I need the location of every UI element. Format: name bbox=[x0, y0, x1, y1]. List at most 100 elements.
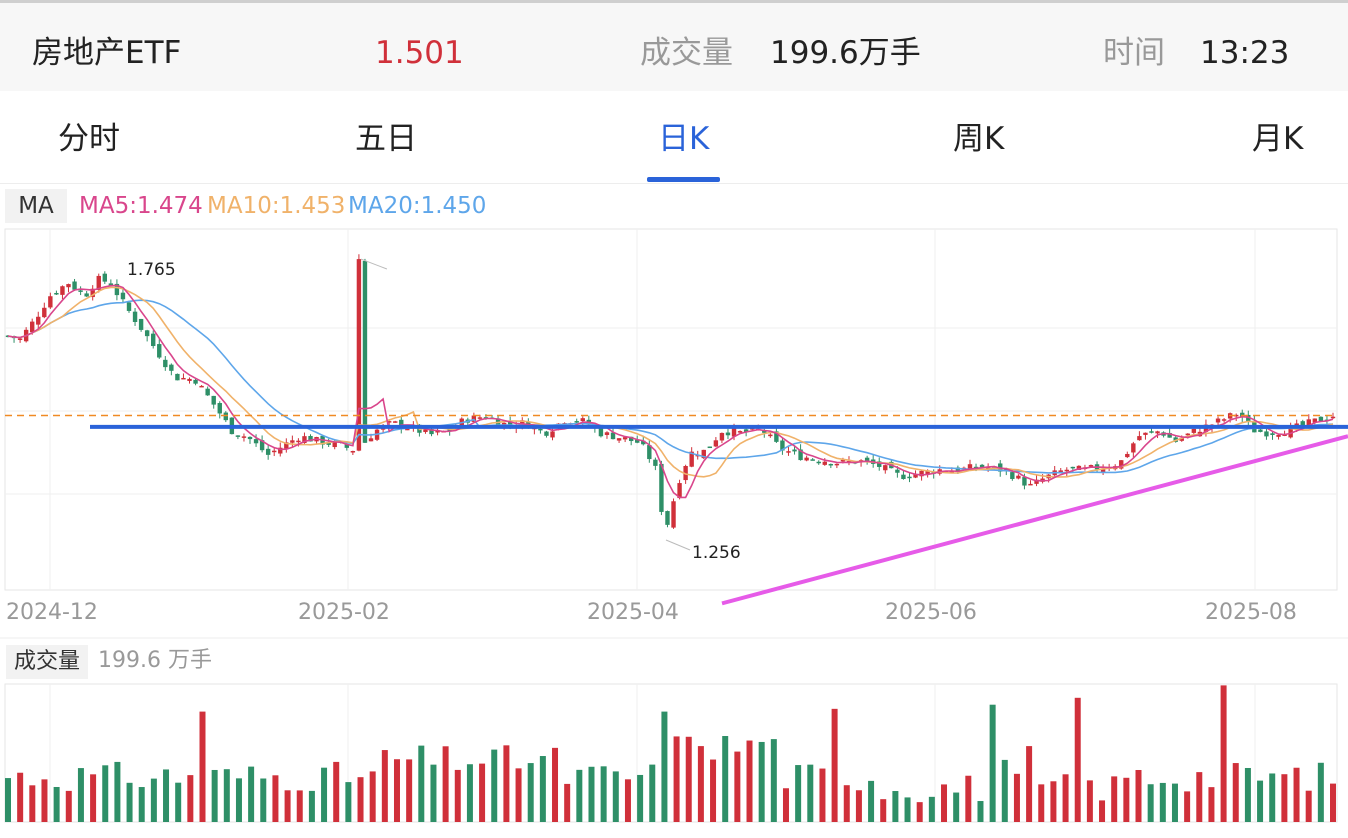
candle-body bbox=[647, 445, 652, 460]
volume-bar bbox=[977, 801, 984, 822]
volume-bar bbox=[758, 741, 765, 822]
candle-body bbox=[102, 273, 108, 282]
candle-body bbox=[719, 432, 725, 441]
low-label: 1.256 bbox=[692, 543, 741, 563]
volume-bar bbox=[527, 763, 534, 822]
volume-bar bbox=[1171, 783, 1178, 822]
volume-bar bbox=[1074, 697, 1081, 822]
tab-daily-k[interactable]: 日K bbox=[658, 121, 710, 157]
volume-bar bbox=[904, 797, 911, 822]
tab-monthly-k[interactable]: 月K bbox=[1252, 121, 1304, 157]
candle-body bbox=[108, 283, 114, 286]
candle-body bbox=[979, 464, 985, 468]
candle-body bbox=[120, 292, 126, 300]
candle-body bbox=[1312, 418, 1318, 423]
candle-body bbox=[737, 431, 743, 433]
candle-body bbox=[1137, 436, 1142, 441]
volume-bar bbox=[1257, 780, 1264, 822]
candle-body bbox=[1330, 416, 1336, 419]
volume-bar bbox=[296, 790, 303, 822]
candle-body bbox=[622, 437, 628, 440]
candle-body bbox=[786, 451, 791, 453]
candle-body bbox=[1058, 470, 1063, 473]
ma10-value: MA10:1.453 bbox=[207, 193, 346, 219]
candle-body bbox=[284, 442, 289, 449]
volume-bar bbox=[1293, 767, 1300, 822]
volume-bar bbox=[199, 711, 206, 822]
candle-body bbox=[1088, 465, 1094, 467]
volume-bar bbox=[770, 739, 777, 822]
candle-body bbox=[332, 441, 337, 448]
candle-body bbox=[598, 428, 604, 437]
ma5-line bbox=[7, 284, 1334, 499]
top-border bbox=[0, 0, 1348, 3]
candle-body bbox=[181, 377, 186, 380]
tab-five-day[interactable]: 五日 bbox=[355, 121, 417, 157]
volume-bar bbox=[576, 769, 583, 822]
chart-overlays bbox=[5, 414, 1348, 606]
candle-body bbox=[54, 292, 59, 295]
candle-body bbox=[665, 511, 670, 525]
volume-indicator-button[interactable]: 成交量 bbox=[6, 645, 88, 679]
candle-body bbox=[671, 501, 676, 528]
candle-body bbox=[399, 419, 404, 429]
candle-body bbox=[1167, 432, 1172, 438]
candle-body bbox=[507, 421, 513, 425]
candle-body bbox=[1270, 433, 1275, 435]
volume-bar bbox=[1244, 767, 1251, 822]
candle-body bbox=[344, 444, 350, 448]
candle-body bbox=[36, 316, 41, 325]
volume-bar bbox=[649, 764, 656, 822]
candle-body bbox=[707, 446, 713, 449]
volume-bar bbox=[503, 745, 510, 822]
volume-bar bbox=[1305, 790, 1312, 822]
x-tick-label: 2025-08 bbox=[1205, 600, 1297, 625]
candle-body bbox=[919, 470, 924, 477]
candle-body bbox=[1191, 428, 1197, 433]
volume-bar bbox=[102, 765, 109, 822]
volume-bar bbox=[260, 778, 267, 822]
candle-body bbox=[610, 432, 616, 440]
volume-bar bbox=[673, 736, 680, 822]
volume-bar bbox=[65, 790, 72, 822]
candle-body bbox=[368, 438, 374, 442]
candle-body bbox=[1276, 434, 1281, 437]
tab-weekly-k[interactable]: 周K bbox=[953, 121, 1005, 157]
candle-body bbox=[550, 431, 555, 438]
volume-bar bbox=[1147, 784, 1154, 822]
volume-bar bbox=[1317, 762, 1324, 822]
candle-body bbox=[538, 428, 543, 431]
candle-body bbox=[405, 428, 410, 431]
candle-body bbox=[138, 318, 144, 330]
tab-intraday[interactable]: 分时 bbox=[58, 121, 120, 157]
candle-body bbox=[762, 430, 767, 433]
candle-body bbox=[1258, 429, 1263, 432]
volume-bar bbox=[697, 746, 704, 822]
candle-body bbox=[157, 344, 162, 358]
candle-body bbox=[520, 420, 525, 425]
active-tab-indicator bbox=[647, 177, 720, 182]
volume-bar bbox=[539, 756, 546, 822]
volume-bar bbox=[515, 768, 522, 822]
ma20-value: MA20:1.450 bbox=[348, 193, 487, 219]
candle-body bbox=[30, 321, 35, 333]
candle-body bbox=[163, 359, 168, 368]
volume-bar bbox=[819, 768, 826, 822]
ma-indicator-button[interactable]: MA bbox=[5, 189, 67, 223]
candle-body bbox=[798, 449, 803, 461]
ma5-value: MA5:1.474 bbox=[79, 193, 203, 219]
volume-bar bbox=[126, 782, 133, 822]
volume-bar bbox=[150, 778, 157, 822]
volume-bar bbox=[393, 759, 400, 822]
volume-bar bbox=[1184, 791, 1191, 822]
fund-name: 房地产ETF bbox=[32, 35, 182, 71]
candle-body bbox=[604, 432, 610, 435]
candle-body bbox=[1143, 432, 1148, 435]
candle-body bbox=[955, 467, 961, 472]
volume-bar bbox=[855, 790, 862, 822]
candle-body bbox=[205, 388, 210, 396]
candle-body bbox=[792, 449, 797, 452]
volume-bar bbox=[466, 764, 473, 822]
candle-body bbox=[725, 432, 731, 436]
